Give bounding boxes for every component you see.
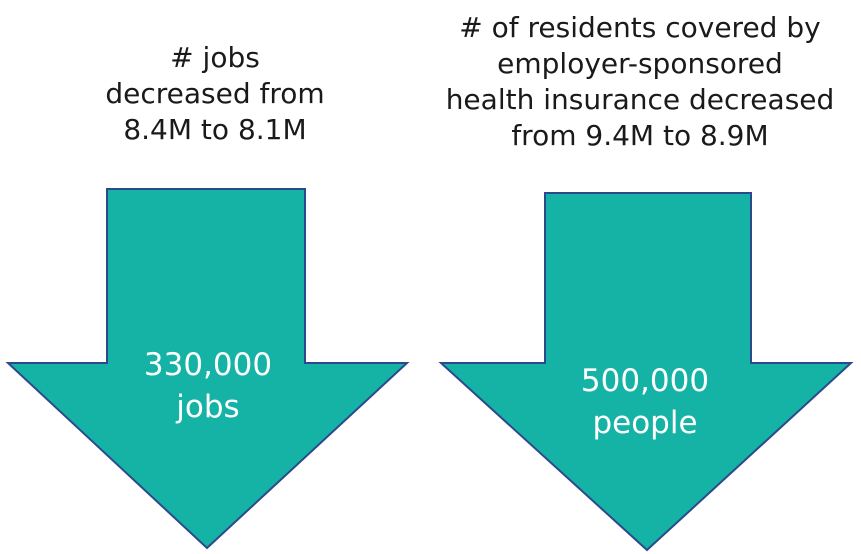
insurance-caption-line: health insurance decreased [445,83,835,116]
insurance-down-arrow-icon [438,192,854,552]
insurance-unit: people [592,405,698,441]
jobs-caption: # jobs decreased from 8.4M to 8.1M [60,40,370,148]
insurance-caption-line: from 9.4M to 8.9M [511,119,769,152]
insurance-caption: # of residents covered by employer-spons… [420,10,860,154]
jobs-arrow-label: 330,000 jobs [108,344,308,428]
insurance-caption-line: # of residents covered by [459,11,821,44]
insurance-caption-line: employer-sponsored [497,47,783,80]
jobs-caption-line: decreased from [105,77,325,110]
jobs-caption-line: # jobs [170,41,260,74]
insurance-arrow-label: 500,000 people [545,360,745,444]
jobs-down-arrow-icon [5,188,410,550]
jobs-unit: jobs [176,389,240,425]
insurance-value: 500,000 [580,363,710,399]
jobs-caption-line: 8.4M to 8.1M [123,113,307,146]
jobs-value: 330,000 [143,347,273,383]
